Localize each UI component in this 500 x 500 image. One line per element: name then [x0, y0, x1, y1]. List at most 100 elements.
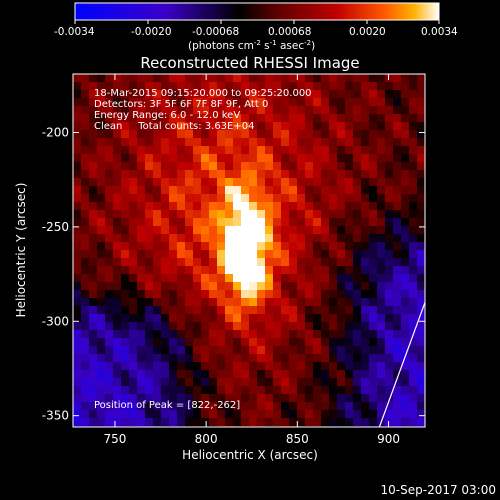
heatmap-cell — [113, 386, 122, 395]
heatmap-cell — [225, 370, 234, 379]
heatmap-cell — [361, 394, 370, 403]
heatmap-cell — [257, 362, 266, 371]
heatmap-cell — [329, 74, 338, 83]
heatmap-cell — [113, 114, 122, 123]
heatmap-cell — [249, 402, 258, 411]
heatmap-cell — [81, 250, 90, 259]
heatmap-cell — [289, 130, 298, 139]
heatmap-cell — [129, 298, 138, 307]
heatmap-cell — [241, 274, 250, 283]
heatmap-cell — [89, 242, 98, 251]
heatmap-cell — [145, 322, 154, 331]
heatmap-cell — [225, 394, 234, 403]
heatmap-cell — [241, 410, 250, 419]
heatmap-cell — [97, 322, 106, 331]
heatmap-cell — [201, 410, 210, 419]
heatmap-cell — [185, 370, 194, 379]
heatmap-cell — [145, 98, 154, 107]
heatmap-cell — [353, 274, 362, 283]
heatmap-cell — [305, 298, 314, 307]
heatmap-cell — [369, 346, 378, 355]
heatmap-cell — [249, 210, 258, 219]
heatmap-cell — [385, 378, 394, 387]
heatmap-cell — [305, 250, 314, 259]
heatmap-cell — [97, 130, 106, 139]
heatmap-cell — [185, 138, 194, 147]
heatmap-cell — [233, 306, 242, 315]
heatmap-cell — [201, 418, 210, 427]
heatmap-cell — [393, 122, 402, 131]
heatmap-cell — [129, 402, 138, 411]
heatmap-cell — [137, 186, 146, 195]
heatmap-cell — [265, 162, 274, 171]
heatmap-cell — [209, 338, 218, 347]
heatmap-cell — [417, 370, 425, 379]
heatmap-cell — [313, 282, 322, 291]
heatmap-cell — [321, 74, 330, 83]
heatmap-cell — [393, 170, 402, 179]
heatmap-cell — [113, 82, 122, 91]
heatmap-cell — [401, 298, 410, 307]
heatmap-cell — [401, 354, 410, 363]
heatmap-cell — [393, 410, 402, 419]
heatmap-cell — [185, 386, 194, 395]
plot-frame — [72, 73, 426, 428]
heatmap-cell — [153, 386, 162, 395]
heatmap-cell — [409, 386, 418, 395]
heatmap-cell — [225, 386, 234, 395]
heatmap-cell — [145, 122, 154, 131]
heatmap-cell — [401, 74, 410, 83]
heatmap-cell — [89, 330, 98, 339]
heatmap-cell — [385, 98, 394, 107]
heatmap-cell — [161, 330, 170, 339]
heatmap-cell — [305, 386, 314, 395]
heatmap-cell — [393, 106, 402, 115]
heatmap-cell — [273, 106, 282, 115]
heatmap-cell — [225, 98, 234, 107]
heatmap-cell — [377, 234, 386, 243]
heatmap-cell — [121, 130, 130, 139]
heatmap-cell — [81, 394, 90, 403]
heatmap-cell — [393, 386, 402, 395]
heatmap-cell — [345, 306, 354, 315]
heatmap-cell — [273, 362, 282, 371]
heatmap-cell — [169, 378, 178, 387]
heatmap-cell — [305, 410, 314, 419]
heatmap-cell — [209, 146, 218, 155]
heatmap-cell — [409, 298, 418, 307]
heatmap-cell — [289, 314, 298, 323]
heatmap-cell — [313, 418, 322, 427]
heatmap-cell — [193, 322, 202, 331]
heatmap-cell — [305, 242, 314, 251]
heatmap-cell — [153, 362, 162, 371]
heatmap-cell — [313, 242, 322, 251]
heatmap-cell — [185, 106, 194, 115]
heatmap-cell — [185, 274, 194, 283]
heatmap-cell — [185, 218, 194, 227]
heatmap-cell — [249, 298, 258, 307]
colorbar-tick-label: 0.0020 — [349, 26, 386, 38]
heatmap-cell — [313, 226, 322, 235]
heatmap-cell — [137, 122, 146, 131]
heatmap-cell — [329, 330, 338, 339]
heatmap-cell — [361, 98, 370, 107]
heatmap-cell — [321, 146, 330, 155]
heatmap-cell — [289, 114, 298, 123]
heatmap-cell — [209, 250, 218, 259]
heatmap-cell — [409, 242, 418, 251]
heatmap-cell — [89, 338, 98, 347]
heatmap-cell — [193, 154, 202, 163]
heatmap-cell — [169, 250, 178, 259]
heatmap-cell — [377, 250, 386, 259]
heatmap-cell — [201, 186, 210, 195]
heatmap-cell — [145, 250, 154, 259]
heatmap-cell — [129, 218, 138, 227]
heatmap-cell — [361, 234, 370, 243]
heatmap-cell — [369, 418, 378, 427]
heatmap-cell — [305, 170, 314, 179]
heatmap-cell — [417, 354, 425, 363]
x-tick-label: 900 — [377, 432, 400, 446]
heatmap-cell — [145, 370, 154, 379]
heatmap-cell — [209, 194, 218, 203]
heatmap-cell — [177, 306, 186, 315]
